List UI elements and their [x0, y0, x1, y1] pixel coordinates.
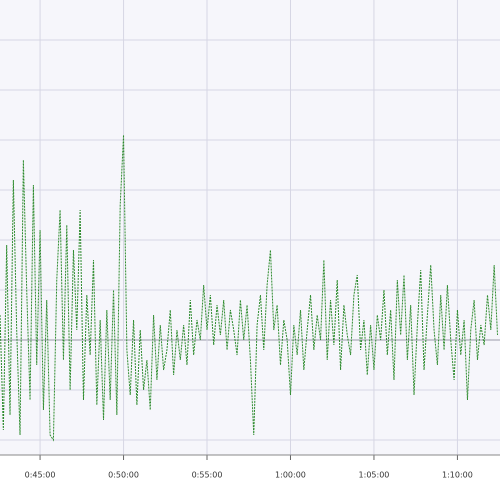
x-tick-label: 0:45:00 [25, 471, 56, 480]
x-tick-label: 1:00:00 [275, 471, 306, 480]
plot-area [0, 0, 500, 455]
data-line [0, 134, 498, 442]
x-tick-label: 1:10:00 [442, 471, 473, 480]
x-tick-label: 0:55:00 [192, 471, 223, 480]
x-tick-label: 0:50:00 [108, 471, 139, 480]
x-tick-label: 1:05:00 [359, 471, 390, 480]
